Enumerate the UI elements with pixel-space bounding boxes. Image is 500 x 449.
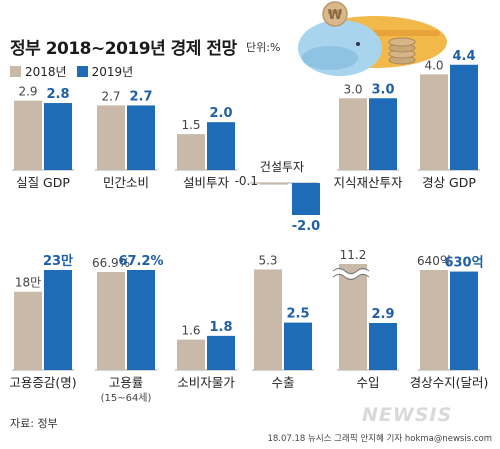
panel-5-bar-2018 bbox=[339, 98, 367, 170]
legend-item-2018: 2018년 bbox=[10, 63, 67, 80]
panel-11-axis-break-line-2 bbox=[332, 274, 370, 280]
panel-11-bar-2018 bbox=[339, 264, 367, 370]
panel-10-category-label: 수출 bbox=[271, 375, 294, 390]
panel-5-category-label: 지식재산투자 bbox=[333, 175, 403, 190]
panel-11-axis-break-gap bbox=[331, 269, 371, 279]
panel-11-value-2019: 2.9 bbox=[371, 307, 394, 322]
panel-2-bar-2019 bbox=[127, 105, 155, 170]
panel-9-bar-2019 bbox=[207, 335, 235, 370]
panel-5-value-2018: 3.0 bbox=[343, 82, 362, 96]
panel-3-value-2019: 2.0 bbox=[209, 106, 232, 121]
won-coin-symbol: ₩ bbox=[328, 8, 343, 23]
panel-1-value-2019: 2.8 bbox=[46, 87, 69, 102]
panel-3-category-label: 설비투자 bbox=[183, 175, 230, 190]
panel-2-category-label: 민간소비 bbox=[103, 175, 149, 190]
panel-1-category-label: 실질 GDP bbox=[16, 175, 70, 190]
panel-4-bar-2019 bbox=[292, 183, 320, 215]
panel-5-value-2019: 3.0 bbox=[371, 82, 394, 97]
panel-5-bar-2019 bbox=[369, 98, 397, 170]
panel-12-bar-2018 bbox=[420, 270, 448, 370]
panel-6-value-2018: 4.0 bbox=[424, 58, 443, 72]
panel-11-bar-2019 bbox=[369, 323, 397, 370]
panel-8-category-label: 고용률 bbox=[109, 375, 144, 390]
panel-7-category-label: 고용증감(명) bbox=[9, 375, 76, 390]
won-coin bbox=[322, 1, 348, 27]
panel-1-bar-2019 bbox=[44, 103, 72, 170]
panel-3-bar-2019 bbox=[207, 122, 235, 170]
panel-11-axis-break-line-1 bbox=[332, 268, 370, 274]
panel-10-value-2018: 5.3 bbox=[258, 253, 277, 267]
panel-4-value-2019: -2.0 bbox=[292, 219, 320, 234]
panel-9-category-label: 소비자물가 bbox=[177, 375, 235, 390]
coin-stack-4 bbox=[388, 37, 416, 47]
panel-7-bar-2019 bbox=[44, 270, 72, 370]
legend-swatch-2018 bbox=[10, 66, 21, 77]
panel-12-value-2018: 640억 bbox=[417, 254, 451, 268]
panel-10-bar-2018 bbox=[254, 269, 282, 370]
legend-label-2019: 2019년 bbox=[91, 65, 134, 79]
panel-9-value-2019: 1.8 bbox=[209, 320, 232, 335]
piggy-shade bbox=[302, 46, 358, 70]
panel-11-value-2018: 11.2 bbox=[340, 248, 367, 262]
legend-swatch-2019 bbox=[76, 66, 88, 77]
panel-9-value-2018: 1.6 bbox=[181, 324, 200, 338]
credit-line: 18.07.18 뉴시스 그래픽 안지혜 기자 hokma@newsis.com bbox=[267, 434, 492, 444]
panel-3-value-2018: 1.5 bbox=[181, 118, 200, 132]
panel-12-value-2019: 630억 bbox=[444, 256, 483, 271]
panel-2-value-2019: 2.7 bbox=[129, 89, 152, 104]
source-note: 자료: 정부 bbox=[10, 417, 58, 430]
panel-8-bar-2019 bbox=[127, 270, 155, 370]
panel-1-value-2018: 2.9 bbox=[18, 85, 37, 99]
panel-7-bar-2018 bbox=[14, 291, 42, 370]
panel-10-bar-2019 bbox=[284, 322, 312, 370]
panel-4-bar-2018 bbox=[260, 183, 288, 185]
panel-7-value-2019: 23만 bbox=[43, 253, 73, 269]
panel-12-bar-2019 bbox=[450, 271, 478, 370]
panel-7-value-2018: 18만 bbox=[15, 276, 41, 290]
legend: 2018년 2019년 bbox=[10, 63, 143, 80]
chart-title: 정부 2018~2019년 경제 전망 bbox=[10, 39, 237, 59]
newsis-watermark: NEWSIS bbox=[362, 404, 453, 426]
panel-8-category-sublabel: (15~64세) bbox=[101, 392, 152, 404]
panel-4-value-2018: -0.1 bbox=[235, 174, 258, 188]
panel-8-value-2018: 66.9% bbox=[92, 256, 130, 270]
legend-label-2018: 2018년 bbox=[25, 65, 67, 79]
panel-11-category-label: 수입 bbox=[356, 375, 379, 390]
panel-8-value-2019: 67.2% bbox=[118, 254, 163, 269]
panel-2-value-2018: 2.7 bbox=[101, 89, 120, 103]
panel-6-bar-2018 bbox=[420, 74, 448, 170]
piggy-eye bbox=[356, 42, 360, 46]
panel-12-category-label: 경상수지(달러) bbox=[410, 375, 489, 390]
panel-8-bar-2018 bbox=[97, 272, 125, 370]
panel-2-bar-2018 bbox=[97, 105, 125, 170]
panel-6-value-2019: 4.4 bbox=[452, 49, 475, 64]
unit-label: 단위:% bbox=[246, 41, 281, 54]
panel-4-category-label: 건설투자 bbox=[260, 160, 304, 174]
panel-1-bar-2018 bbox=[14, 100, 42, 170]
panel-10-value-2019: 2.5 bbox=[286, 307, 309, 322]
panel-3-bar-2018 bbox=[177, 134, 205, 170]
panel-6-category-label: 경상 GDP bbox=[422, 175, 476, 190]
panel-9-bar-2018 bbox=[177, 339, 205, 370]
panel-6-bar-2019 bbox=[450, 64, 478, 170]
legend-item-2019: 2019년 bbox=[76, 63, 134, 80]
